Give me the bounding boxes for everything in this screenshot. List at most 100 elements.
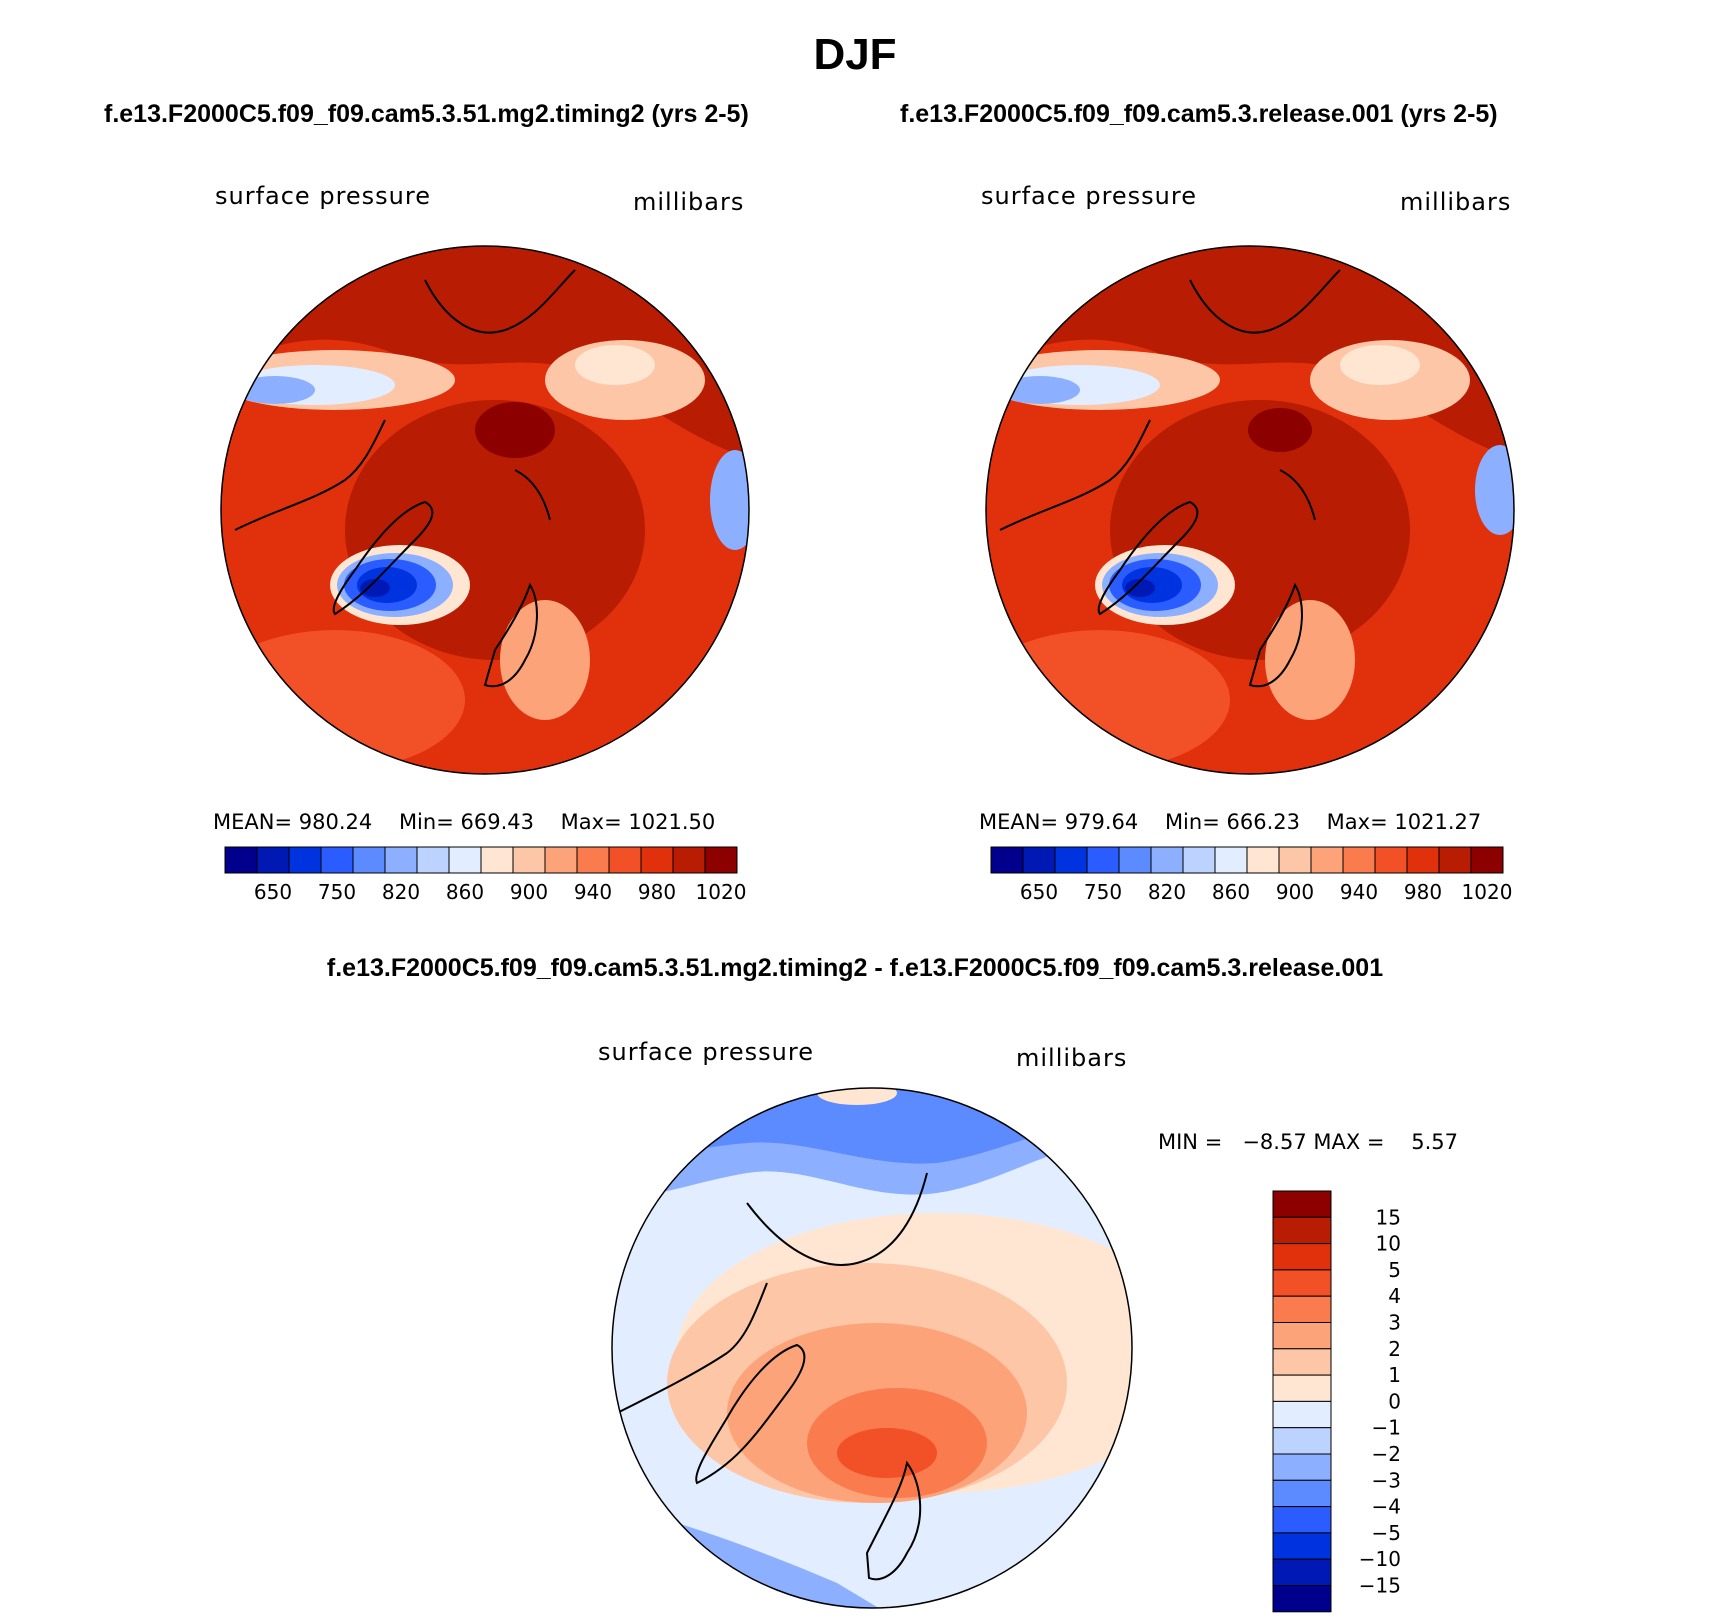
- min-label-diff: MIN =: [1158, 1130, 1223, 1154]
- stats-diff: MIN = −8.57 MAX = 5.57: [1158, 1130, 1458, 1154]
- colorbar-swatch: [1214, 846, 1248, 874]
- colorbar-tick-label: 940: [574, 880, 612, 904]
- polar-map-left: [220, 245, 750, 775]
- colorbar-swatch: [1272, 1506, 1332, 1534]
- colorbar-swatch: [1272, 1374, 1332, 1402]
- colorbar-swatch: [320, 846, 354, 874]
- colorbar-tick-label: 940: [1340, 880, 1378, 904]
- colorbar-swatch: [1310, 846, 1344, 874]
- max-label-right: Max=: [1326, 810, 1388, 834]
- colorbar-tick-label: 650: [1020, 880, 1058, 904]
- colorbar-swatch: [1272, 1479, 1332, 1508]
- colorbar-tick-label: 5: [1388, 1258, 1401, 1282]
- colorbar-swatch: [1022, 846, 1056, 874]
- colorbar-swatch: [1272, 1453, 1332, 1481]
- colorbar-tick-label: −3: [1372, 1468, 1401, 1492]
- colorbar-swatch: [1272, 1190, 1332, 1218]
- variable-label-diff: surface pressure: [598, 1038, 814, 1066]
- colorbar-swatch: [1438, 846, 1472, 874]
- colorbar-swatch: [384, 846, 418, 874]
- colorbar-tick-label: 2: [1388, 1337, 1401, 1361]
- colorbar-swatch: [416, 846, 450, 874]
- colorbar-tick-label: 750: [318, 880, 356, 904]
- colorbar-swatch: [1118, 846, 1152, 874]
- colorbar-swatch: [1272, 1216, 1332, 1245]
- difference-title: f.e13.F2000C5.f09_f09.cam5.3.51.mg2.timi…: [326, 954, 1384, 982]
- colorbar-swatch: [1182, 846, 1216, 874]
- colorbar-swatch: [1272, 1295, 1332, 1323]
- colorbar-tick-label: 820: [1148, 880, 1186, 904]
- colorbar-swatch: [990, 846, 1024, 874]
- colorbar-swatch: [448, 846, 482, 874]
- colorbar-swatch: [512, 846, 546, 874]
- colorbar-swatch: [224, 846, 258, 874]
- colorbar-swatch: [1272, 1532, 1332, 1560]
- colorbar-swatch: [1406, 846, 1440, 874]
- colorbar-tick-label: 900: [1276, 880, 1314, 904]
- min-value-diff: −8.57: [1242, 1130, 1307, 1154]
- colorbar-swatch: [256, 846, 290, 874]
- colorbar-swatch: [1272, 1585, 1332, 1613]
- colorbar-swatch: [672, 846, 706, 874]
- units-label-diff: millibars: [1016, 1044, 1128, 1072]
- colorbar-tick-label: 0: [1388, 1389, 1401, 1413]
- colorbar-tick-label: −10: [1359, 1547, 1401, 1571]
- colorbar-tick-label: 1020: [696, 880, 747, 904]
- colorbar-right: 650 750 820 860 900 940 980 1020: [990, 846, 1512, 904]
- colorbar-swatch: [1272, 1400, 1332, 1429]
- max-value-right: 1021.27: [1394, 810, 1482, 834]
- colorbar-tick-label: 980: [638, 880, 676, 904]
- stats-left: MEAN= 980.24 Min= 669.43 Max= 1021.50: [213, 810, 715, 834]
- min-label-left: Min=: [398, 810, 454, 834]
- colorbar-swatch: [608, 846, 642, 874]
- mean-label-right: MEAN=: [979, 810, 1059, 834]
- mean-value-right: 979.64: [1064, 810, 1139, 834]
- colorbar-tick-label: 10: [1376, 1232, 1401, 1256]
- colorbar-swatch: [1086, 846, 1120, 874]
- colorbar-swatch: [480, 846, 514, 874]
- colorbar-tick-label: 15: [1376, 1205, 1401, 1229]
- case-title-right: f.e13.F2000C5.f09_f09.cam5.3.release.001…: [900, 100, 1498, 128]
- colorbar-swatch: [704, 846, 738, 874]
- colorbar-tick-label: 980: [1404, 880, 1442, 904]
- units-label-right: millibars: [1400, 188, 1512, 216]
- max-label-diff: MAX =: [1313, 1130, 1385, 1154]
- colorbar-tick-label: −4: [1372, 1495, 1401, 1519]
- colorbar-swatch: [1374, 846, 1408, 874]
- polar-map-diff: [611, 1087, 1133, 1609]
- case-title-left: f.e13.F2000C5.f09_f09.cam5.3.51.mg2.timi…: [104, 100, 749, 128]
- colorbar-tick-label: 900: [510, 880, 548, 904]
- colorbar-left: 650 750 820 860 900 940 980 1020: [224, 846, 746, 904]
- colorbar-tick-label: −1: [1372, 1416, 1401, 1440]
- polar-map-right: [985, 245, 1515, 775]
- variable-label-left: surface pressure: [215, 182, 431, 210]
- mean-label-left: MEAN=: [213, 810, 293, 834]
- colorbar-swatch: [544, 846, 578, 874]
- page-title: DJF: [813, 30, 897, 79]
- max-label-left: Max=: [560, 810, 622, 834]
- mean-value-left: 980.24: [298, 810, 373, 834]
- colorbar-swatch: [1342, 846, 1376, 874]
- colorbar-tick-label: 750: [1084, 880, 1122, 904]
- colorbar-swatch: [1246, 846, 1280, 874]
- colorbar-swatch: [640, 846, 674, 874]
- colorbar-tick-label: 1: [1388, 1363, 1401, 1387]
- colorbar-tick-label: 650: [254, 880, 292, 904]
- colorbar-tick-label: 4: [1388, 1284, 1401, 1308]
- colorbar-swatch: [576, 846, 610, 874]
- colorbar-tick-label: 1020: [1462, 880, 1513, 904]
- min-value-left: 669.43: [460, 810, 534, 834]
- colorbar-swatch: [352, 846, 386, 874]
- colorbar-swatch: [1272, 1348, 1332, 1376]
- colorbar-tick-label: 860: [1212, 880, 1250, 904]
- stats-right: MEAN= 979.64 Min= 666.23 Max= 1021.27: [979, 810, 1481, 834]
- colorbar-tick-label: 860: [446, 880, 484, 904]
- min-value-right: 666.23: [1226, 810, 1300, 834]
- colorbar-swatch: [1470, 846, 1504, 874]
- colorbar-swatch: [1150, 846, 1184, 874]
- colorbar-tick-label: 3: [1388, 1311, 1401, 1335]
- colorbar-swatch: [1272, 1322, 1332, 1350]
- colorbar-tick-label: −5: [1372, 1521, 1401, 1545]
- colorbar-swatch: [1272, 1427, 1332, 1455]
